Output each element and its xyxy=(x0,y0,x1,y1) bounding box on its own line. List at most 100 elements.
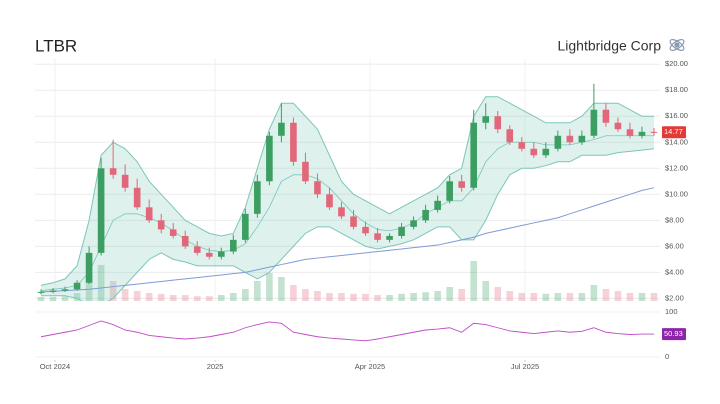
candle-body xyxy=(542,148,550,156)
volume-bar xyxy=(37,297,45,301)
candle-body xyxy=(482,116,490,123)
volume-bar xyxy=(314,291,321,301)
candle-body xyxy=(638,131,646,136)
candle-body xyxy=(61,289,69,291)
volume-bar xyxy=(254,281,261,301)
axes: $2.00 $4.00 $6.00 $8.00 $10.00 $12.00 $14.00 $1… xyxy=(35,59,688,371)
candle-body xyxy=(458,181,465,188)
candle-body xyxy=(530,148,538,156)
volume-bar xyxy=(205,296,213,301)
candle-body xyxy=(398,226,405,236)
candle-body xyxy=(266,135,273,182)
volume-bar xyxy=(73,293,81,301)
moving-average-line xyxy=(40,187,655,293)
candle-body xyxy=(374,233,381,240)
volume-bar xyxy=(554,293,562,301)
volume-bar xyxy=(193,296,201,301)
volume-bar xyxy=(145,293,153,301)
company-name: Lightbridge Corp xyxy=(557,38,661,54)
candle-body xyxy=(578,135,586,143)
x-tick-label: Oct 2024 xyxy=(40,362,70,371)
candle-body xyxy=(410,220,417,227)
candle-body xyxy=(97,168,105,253)
candle-body xyxy=(386,235,393,240)
volume-bar xyxy=(133,291,141,301)
candle-body xyxy=(254,181,261,214)
candle-body xyxy=(446,181,453,201)
y-tick-label: $12.00 xyxy=(665,163,688,172)
y-tick-label: $6.00 xyxy=(665,241,684,250)
volume-bar xyxy=(590,285,598,301)
volume-bar xyxy=(422,292,429,301)
band-upper-line xyxy=(40,96,654,286)
candle-body xyxy=(157,220,165,230)
candle-body xyxy=(205,252,213,257)
volume-bar xyxy=(386,295,393,301)
candle-body xyxy=(37,291,45,293)
ticker: LTBR xyxy=(35,36,77,55)
volume-bar xyxy=(518,293,526,301)
candle-body xyxy=(470,122,478,188)
candle-body xyxy=(518,142,526,149)
candle-body xyxy=(434,200,441,210)
volume-bar xyxy=(614,291,622,301)
candle-body xyxy=(169,229,177,236)
rsi-tick-label: 0 xyxy=(665,352,669,361)
candle-body xyxy=(217,251,225,257)
y-tick-label: $4.00 xyxy=(665,267,684,276)
candle-body xyxy=(193,246,201,253)
candle-body xyxy=(506,129,514,143)
volume-bar xyxy=(157,293,165,301)
candle-body xyxy=(85,252,93,283)
candle-body xyxy=(350,216,357,227)
x-tick-label: Jul 2025 xyxy=(511,362,539,371)
volume-bar xyxy=(446,287,453,301)
price-plot xyxy=(35,59,660,301)
volume-bar xyxy=(482,281,490,301)
rsi-last-label: 50.93 xyxy=(664,329,683,338)
candle-body xyxy=(181,235,189,247)
volume-bar xyxy=(470,261,478,301)
volume-bar xyxy=(266,273,273,301)
x-tick-label: 2025 xyxy=(207,362,224,371)
candle-body xyxy=(290,122,297,162)
company-logo xyxy=(669,38,685,52)
volume-bar xyxy=(434,291,441,301)
volume-bar xyxy=(398,293,405,301)
volume-bar xyxy=(638,293,646,301)
rsi-tick-label: 100 xyxy=(665,307,678,316)
y-tick-label: $2.00 xyxy=(665,293,684,302)
rsi-last-box xyxy=(662,328,686,341)
volume-bar xyxy=(61,296,69,301)
volume-bar xyxy=(350,293,357,301)
volume-bar xyxy=(109,281,117,301)
candle-body xyxy=(133,187,141,208)
volume-bar xyxy=(326,293,333,301)
candle-body xyxy=(650,131,658,133)
band-middle-line xyxy=(40,135,654,291)
last-price-box xyxy=(662,126,686,139)
candle-body xyxy=(422,209,429,221)
volume-bar xyxy=(49,297,57,301)
volume-bar xyxy=(97,265,105,301)
y-tick-label: $20.00 xyxy=(665,59,688,68)
candle-body xyxy=(121,174,129,188)
volume-bar xyxy=(121,289,129,301)
candle-body xyxy=(109,168,117,175)
candle-body xyxy=(145,207,153,221)
volume-bar xyxy=(458,289,465,301)
candle-body xyxy=(302,161,309,182)
y-tick-label: $8.00 xyxy=(665,215,684,224)
rsi-line xyxy=(40,320,654,342)
candle-body xyxy=(49,290,57,292)
band-lower-line xyxy=(41,148,655,301)
volume-bar xyxy=(230,293,237,301)
volume-bar xyxy=(242,289,249,301)
candle-body xyxy=(566,135,574,143)
candle-body xyxy=(242,213,249,240)
candle-body xyxy=(73,282,81,290)
candle-body xyxy=(362,226,369,234)
candle-body xyxy=(590,109,598,136)
candle-body xyxy=(626,129,634,136)
